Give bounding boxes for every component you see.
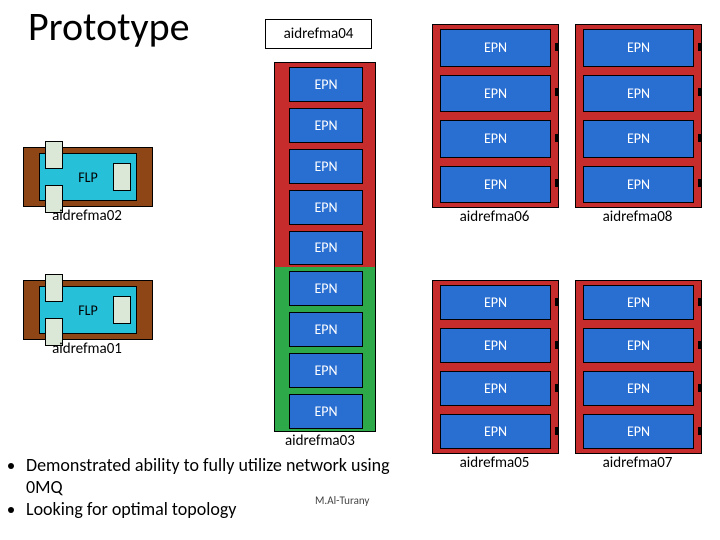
epn-row: EPN	[440, 328, 551, 363]
epn-row: EPN	[583, 75, 694, 113]
flp-chip	[113, 163, 131, 191]
epn-row: EPN	[583, 120, 694, 158]
epn-row: EPN	[583, 29, 694, 67]
epn-caption: aidrefma07	[575, 454, 700, 472]
epn-row: EPN	[440, 120, 551, 158]
epn-row: EPN	[440, 371, 551, 406]
epn-row: EPN	[440, 285, 551, 320]
footer-credit: M.Al-Turany	[315, 494, 369, 507]
epn-caption: aidrefma08	[575, 208, 700, 226]
epn-row: EPN	[440, 75, 551, 113]
center-epn-row: EPN	[289, 231, 363, 266]
epn-row: EPN	[583, 166, 694, 204]
center-epn-row: EPN	[289, 149, 363, 184]
center-epn-row: EPN	[289, 394, 363, 429]
epn-row: EPN	[440, 166, 551, 204]
epn-row: EPN	[440, 29, 551, 67]
epn-row: EPN	[583, 285, 694, 320]
flp-chip	[45, 141, 63, 169]
center-epn-row: EPN	[289, 312, 363, 347]
epn-caption: aidrefma06	[432, 208, 557, 226]
epn-row: EPN	[583, 414, 694, 449]
center-epn-row: EPN	[289, 353, 363, 388]
bullet-item: Demonstrated ability to fully utilize ne…	[26, 454, 424, 498]
epn-row: EPN	[583, 328, 694, 363]
epn-row: EPN	[583, 371, 694, 406]
center-epn-row: EPN	[289, 67, 363, 102]
center-epn-row: EPN	[289, 108, 363, 143]
epn-caption: aidrefma05	[432, 454, 557, 472]
flp-caption: aidrefma01	[23, 340, 151, 358]
flp-chip	[45, 274, 63, 302]
epn-row: EPN	[440, 414, 551, 449]
center-epn-row: EPN	[289, 271, 363, 306]
flp-chip	[113, 296, 131, 324]
center-epn-row: EPN	[289, 190, 363, 225]
flp-caption: aidrefma02	[23, 207, 151, 225]
bullet-list: Demonstrated ability to fully utilize ne…	[4, 454, 424, 520]
center-column: EPN EPN EPN EPN EPN EPN EPN EPN EPN	[274, 62, 376, 432]
